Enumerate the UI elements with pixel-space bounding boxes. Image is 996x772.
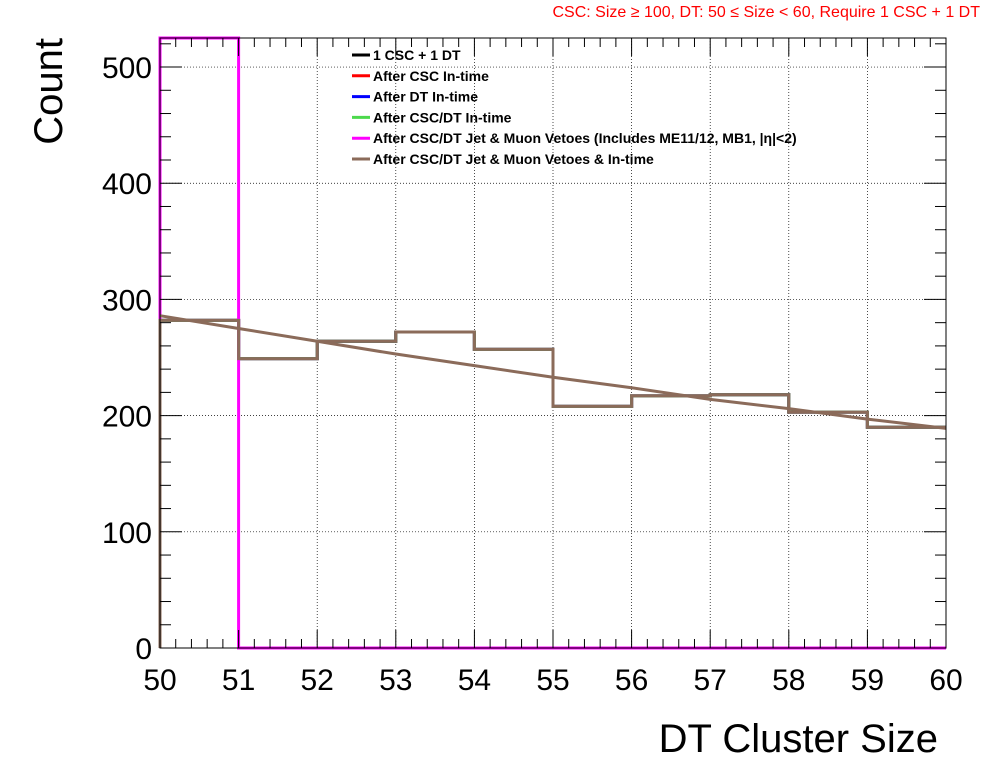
legend: 1 CSC + 1 DT After CSC In-time After DT In… xyxy=(352,47,797,167)
x-tick-label: 55 xyxy=(536,664,569,697)
legend-label: After DT In-time xyxy=(373,89,478,105)
x-axis-title: DT Cluster Size xyxy=(659,717,938,761)
x-tick-label: 53 xyxy=(379,664,412,697)
x-tick-label: 52 xyxy=(301,664,334,697)
legend-label: After CSC/DT In-time xyxy=(373,109,512,125)
tick-layer: 50 51 52 53 54 55 56 57 58 59 60 0 100 200 300 400 500 xyxy=(102,38,963,697)
legend-label: After CSC In-time xyxy=(373,68,489,84)
legend-label: After CSC/DT Jet & Muon Vetoes & In-time xyxy=(373,151,654,167)
legend-label: After CSC/DT Jet & Muon Vetoes (Includes… xyxy=(373,130,797,146)
series-line xyxy=(158,318,946,648)
y-tick-label: 500 xyxy=(102,52,152,85)
x-tick-label: 54 xyxy=(458,664,491,697)
x-tick-label: 50 xyxy=(143,664,176,697)
legend-label: 1 CSC + 1 DT xyxy=(373,47,461,63)
x-tick-label: 58 xyxy=(772,664,805,697)
y-tick-label: 100 xyxy=(102,517,152,550)
y-tick-label: 400 xyxy=(102,168,152,201)
y-tick-label: 300 xyxy=(102,284,152,317)
fit-curve xyxy=(159,314,947,430)
x-tick-label: 57 xyxy=(694,664,727,697)
x-tick-label: 51 xyxy=(222,664,255,697)
y-tick-label: 200 xyxy=(102,401,152,434)
x-tick-label: 59 xyxy=(851,664,884,697)
x-tick-label: 56 xyxy=(615,664,648,697)
chart-title: CSC: Size ≥ 100, DT: 50 ≤ Size < 60, Req… xyxy=(552,4,980,21)
x-tick-label: 60 xyxy=(929,664,962,697)
y-tick-label: 0 xyxy=(135,633,152,666)
y-axis-title: Count xyxy=(27,38,71,145)
